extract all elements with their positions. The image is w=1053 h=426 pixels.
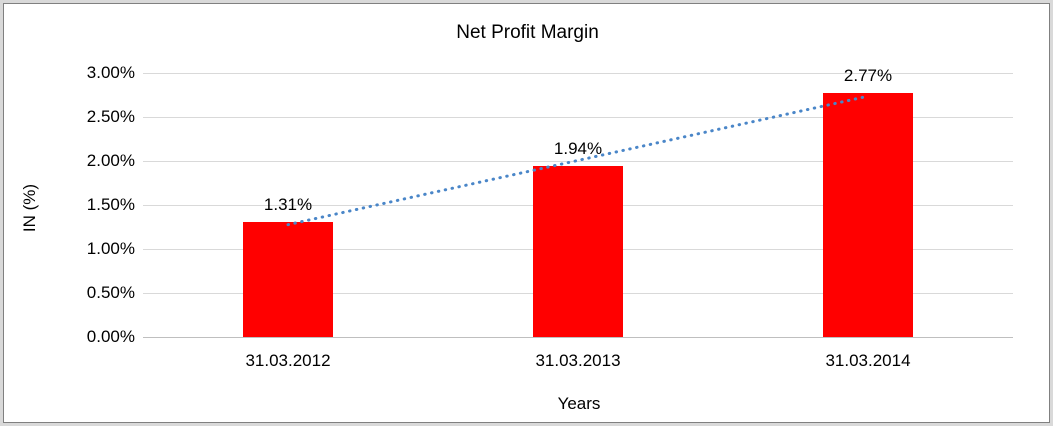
y-tick-label: 0.00%: [86, 327, 135, 346]
y-tick-label: 1.50%: [86, 195, 135, 214]
y-axis-title: IN (%): [20, 183, 39, 233]
bar-data-label: 2.77%: [843, 66, 893, 86]
x-axis-line: [143, 337, 1013, 338]
gridline: [143, 73, 1013, 74]
bar: [533, 166, 623, 337]
y-tick-label: 2.50%: [86, 107, 135, 126]
y-tick-label: 2.00%: [86, 151, 135, 170]
y-tick-label: 0.50%: [86, 283, 135, 302]
chart-title: Net Profit Margin: [456, 22, 599, 43]
x-axis-title: Years: [557, 394, 601, 413]
bar: [243, 221, 333, 337]
bar: [823, 93, 913, 337]
bar-data-label: 1.94%: [553, 139, 603, 159]
y-tick-label: 3.00%: [86, 63, 135, 82]
x-tick-label: 31.03.2012: [245, 351, 331, 370]
x-tick-label: 31.03.2013: [535, 351, 621, 370]
x-tick-label: 31.03.2014: [825, 351, 911, 370]
y-tick-label: 1.00%: [86, 239, 135, 258]
chart-canvas: Net Profit Margin IN (%) Years 0.00% 0.50…: [3, 3, 1050, 423]
bar-data-label: 1.31%: [263, 194, 313, 214]
